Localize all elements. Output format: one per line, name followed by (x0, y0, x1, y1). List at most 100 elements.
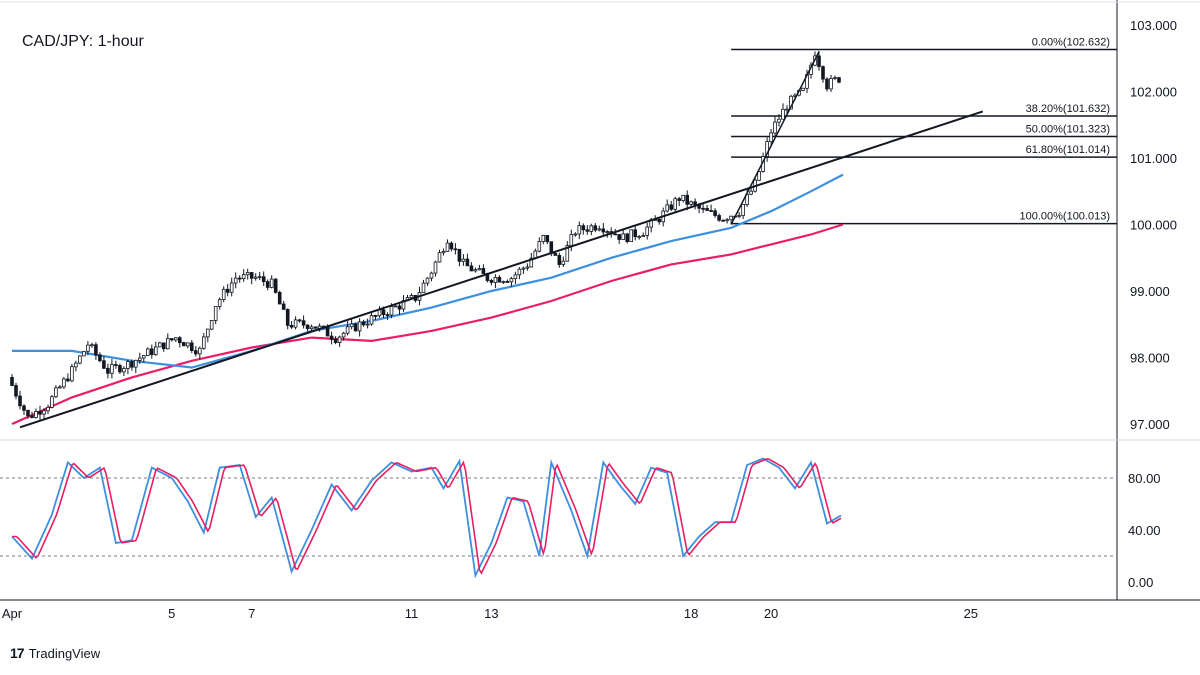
bullish-candle (445, 242, 450, 252)
bearish-candle (713, 210, 717, 216)
bullish-candle (681, 194, 685, 201)
bearish-candle (669, 204, 673, 210)
bullish-candle (70, 366, 74, 382)
bullish-candle (341, 332, 346, 338)
bullish-candle (157, 342, 162, 348)
bullish-candle (233, 277, 238, 284)
bearish-candle (114, 364, 118, 366)
bullish-candle (777, 118, 781, 123)
stochastic-k-line (11, 457, 842, 579)
fib-level-label: 38.20%(101.632) (1026, 103, 1110, 115)
bearish-candle (585, 229, 590, 232)
price-tick-label: 98.000 (1130, 351, 1170, 366)
bullish-candle (741, 203, 745, 216)
bearish-candle (657, 218, 661, 223)
bearish-candle (149, 348, 154, 355)
brand: 17 TradingView (10, 645, 100, 661)
fibonacci-retracement: 0.00%(102.632) 38.20%(101.632) 50.00%(101.… (731, 36, 1117, 225)
bullish-candle (421, 282, 426, 294)
bearish-candle (273, 278, 278, 293)
bearish-candle (625, 233, 629, 242)
bullish-candle (110, 364, 114, 374)
time-tick-label: 18 (684, 606, 698, 621)
bearish-candle (281, 303, 286, 310)
bullish-candle (729, 215, 733, 221)
price-axis: 103.000 102.000 101.000 100.000 99.000 98.000… (1130, 18, 1177, 432)
bullish-candle (509, 278, 514, 283)
bearish-candle (289, 324, 294, 328)
bearish-candle (593, 225, 598, 231)
time-tick-label: 25 (964, 606, 978, 621)
bearish-candle (505, 281, 510, 283)
bullish-candle (217, 299, 222, 307)
bearish-candle (177, 337, 182, 344)
bullish-candle (58, 386, 62, 389)
bullish-candle (433, 261, 438, 274)
bearish-candle (94, 344, 98, 356)
bearish-candle (721, 219, 725, 222)
bullish-candle (577, 225, 582, 235)
bearish-candle (557, 254, 562, 265)
bearish-candle (837, 77, 841, 83)
bearish-candle (701, 207, 705, 210)
bearish-candle (457, 248, 462, 262)
bullish-candle (673, 198, 677, 210)
oscillator-tick-label: 0.00 (1128, 575, 1153, 590)
time-tick-label: 11 (405, 606, 419, 621)
bullish-candle (513, 274, 518, 279)
bearish-candle (705, 208, 709, 211)
oscillator-axis: 80.00 40.00 0.00 (0, 471, 1161, 590)
bearish-candle (545, 234, 550, 243)
bearish-candle (18, 395, 22, 407)
bearish-candle (693, 201, 697, 206)
bullish-candle (757, 171, 761, 181)
fib-level-label: 100.00%(100.013) (1019, 211, 1110, 223)
bullish-candle (241, 274, 246, 280)
bullish-candle (749, 190, 753, 195)
price-chart: CAD/JPY: 1-hour 0.00%(102.632) 38.20%(101… (0, 0, 1200, 621)
bullish-candle (389, 306, 394, 316)
bullish-candle (425, 277, 430, 284)
bearish-candle (717, 215, 721, 221)
bearish-candle (481, 268, 486, 274)
bullish-candle (62, 378, 66, 388)
bearish-candle (325, 326, 330, 337)
fast-moving-average-line (12, 173, 844, 369)
bearish-candle (305, 324, 310, 330)
bullish-candle (126, 361, 130, 369)
bearish-candle (225, 288, 230, 293)
bullish-candle (137, 357, 142, 361)
bullish-candle (569, 234, 574, 247)
bearish-candle (10, 376, 14, 386)
bullish-candle (74, 362, 78, 368)
bearish-candle (181, 342, 186, 347)
bearish-candle (30, 415, 34, 418)
fib-level-label: 0.00%(102.632) (1032, 36, 1110, 48)
bullish-candle (369, 315, 374, 325)
bullish-candle (737, 215, 741, 217)
price-tick-label: 103.000 (1130, 18, 1177, 33)
time-tick-label: Apr (2, 606, 23, 621)
bearish-candle (169, 338, 174, 341)
bullish-candle (689, 201, 693, 205)
price-tick-label: 101.000 (1130, 151, 1177, 166)
bullish-candle (50, 396, 54, 408)
bullish-candle (141, 355, 146, 359)
bearish-candle (465, 258, 470, 267)
bearish-candle (613, 233, 617, 236)
bearish-candle (677, 198, 681, 201)
bearish-candle (553, 252, 558, 256)
price-tick-label: 99.000 (1130, 284, 1170, 299)
bearish-candle (277, 291, 282, 305)
time-axis: Apr 5 7 11 13 18 20 25 (2, 606, 978, 621)
price-tick-label: 100.000 (1130, 218, 1177, 233)
bullish-candle (537, 241, 542, 252)
bearish-candle (825, 78, 829, 90)
bullish-candle (565, 245, 570, 262)
bullish-candle (153, 346, 158, 355)
bearish-candle (22, 405, 26, 411)
bearish-candle (633, 229, 637, 238)
moving-averages (11, 173, 844, 426)
bullish-candle (122, 368, 126, 373)
bullish-candle (637, 236, 641, 238)
